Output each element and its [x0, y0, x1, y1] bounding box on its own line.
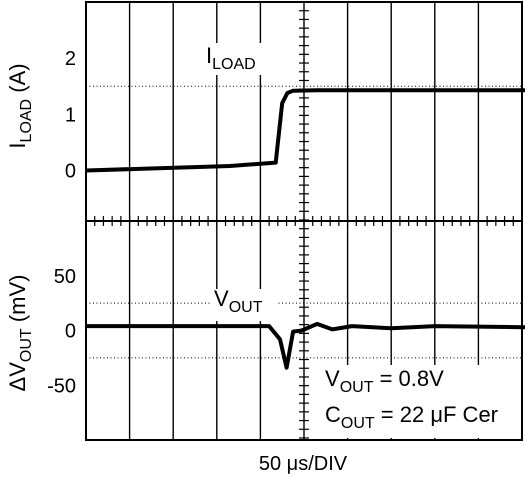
y-tick-label: 0	[65, 160, 76, 182]
vout-condition: VOUT = 0.8V	[325, 366, 444, 396]
svg-text:VOUT: VOUT	[214, 286, 263, 316]
y-tick-label: 50	[54, 266, 76, 288]
y-tick-label: 0	[65, 321, 76, 343]
x-axis-caption: 50 μs/DIV	[259, 453, 348, 475]
plot-frame	[85, 1, 523, 441]
iload-trace	[85, 88, 525, 173]
cout-condition: COUT = 22 μF Cer	[325, 402, 498, 432]
svg-text:ILOAD: ILOAD	[206, 43, 256, 73]
vout-trace-label: VOUT	[211, 286, 277, 321]
reference-lines	[86, 85, 522, 359]
waveform-traces	[85, 88, 525, 370]
top-y-axis-title: ILOAD (A)	[5, 63, 35, 148]
vout-trace	[86, 321, 525, 370]
y-tick-label: 1	[65, 104, 76, 126]
y-tick-labels: 0 1 2 50 0 -50	[47, 48, 76, 397]
bottom-y-axis-title: ΔVOUT (mV)	[5, 275, 35, 392]
y-tick-label: -50	[47, 375, 76, 397]
y-tick-label: 2	[65, 48, 76, 70]
axis-ticks	[94, 10, 514, 439]
conditions-box: VOUT = 0.8V COUT = 22 μF Cer	[320, 365, 518, 438]
iload-trace-label: ILOAD	[203, 43, 277, 75]
